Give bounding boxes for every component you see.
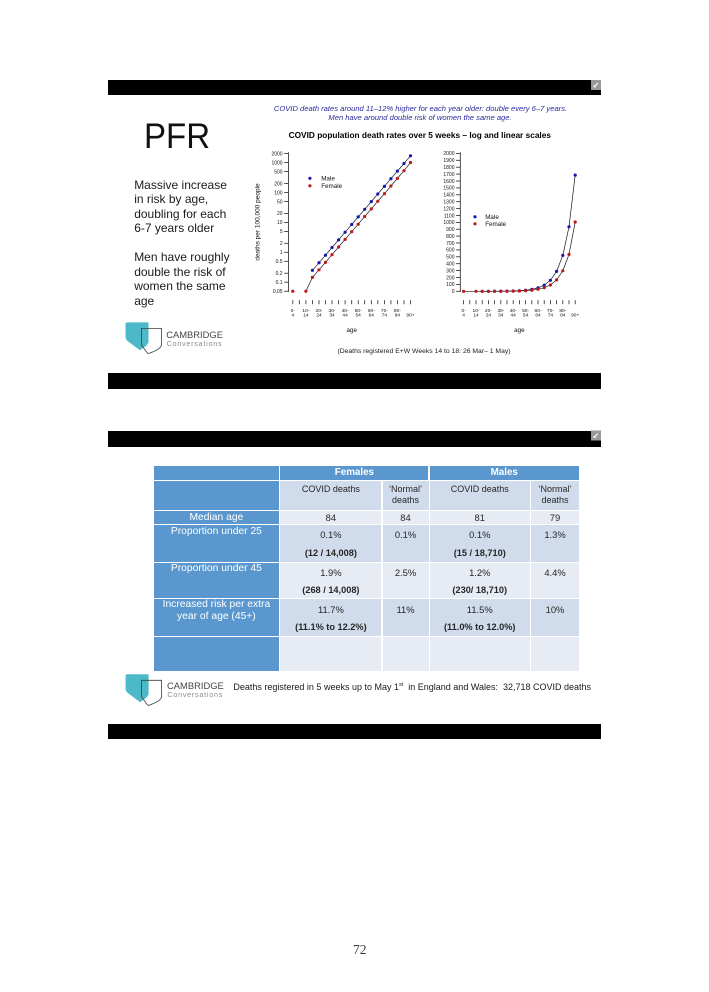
svg-text:100: 100 [274,190,283,196]
svg-text:60-: 60- [368,308,375,314]
svg-text:30-: 30- [329,308,336,314]
svg-text:24: 24 [486,313,492,319]
svg-text:400: 400 [446,262,455,268]
svg-text:1500: 1500 [443,186,454,192]
svg-text:100: 100 [446,282,455,288]
svg-text:2000: 2000 [271,151,282,157]
svg-text:90+: 90+ [406,313,414,319]
svg-text:0-: 0- [291,308,296,314]
svg-text:24: 24 [316,313,322,319]
svg-text:20: 20 [277,211,283,217]
svg-text:14: 14 [303,313,309,319]
svg-text:14: 14 [473,313,479,319]
svg-text:60-: 60- [535,308,542,314]
svg-text:74: 74 [548,313,554,319]
svg-text:5: 5 [280,229,283,235]
svg-text:1600: 1600 [443,179,454,185]
svg-text:500: 500 [274,169,283,175]
svg-text:64: 64 [535,313,541,319]
svg-text:1200: 1200 [443,206,454,212]
svg-text:4: 4 [291,313,294,319]
svg-text:10-: 10- [302,308,309,314]
svg-text:1100: 1100 [444,213,455,219]
svg-text:34: 34 [329,313,335,319]
svg-text:age: age [514,327,525,334]
svg-text:70-: 70- [381,308,388,314]
svg-text:20-: 20- [316,308,323,314]
svg-text:0: 0 [452,289,455,295]
svg-text:50: 50 [277,199,283,205]
svg-text:10-: 10- [473,308,480,314]
svg-text:50-: 50- [522,308,529,314]
svg-text:50-: 50- [355,308,362,314]
svg-text:34: 34 [498,313,504,319]
svg-text:Male: Male [485,214,499,221]
svg-text:90+: 90+ [571,313,579,319]
svg-text:74: 74 [382,313,388,319]
svg-text:200: 200 [274,181,283,187]
svg-text:4: 4 [462,313,465,319]
svg-text:500: 500 [446,255,455,261]
svg-text:80-: 80- [559,308,566,314]
svg-text:40-: 40- [342,308,349,314]
svg-text:20-: 20- [485,308,492,314]
svg-text:1900: 1900 [443,158,454,164]
svg-text:Male: Male [321,176,335,183]
svg-text:54: 54 [523,313,529,319]
svg-text:700: 700 [446,241,455,247]
svg-text:1700: 1700 [443,172,454,178]
svg-text:44: 44 [342,313,348,319]
svg-text:0.5: 0.5 [276,259,283,265]
svg-text:age: age [346,327,357,334]
svg-text:1000: 1000 [443,220,454,226]
svg-text:1400: 1400 [443,193,454,199]
svg-text:1300: 1300 [443,200,454,206]
svg-text:1000: 1000 [271,160,282,166]
svg-text:0.2: 0.2 [276,271,283,277]
svg-text:300: 300 [446,268,455,274]
svg-text:Female: Female [485,221,506,228]
svg-text:deaths per 100,000 people: deaths per 100,000 people [255,183,262,261]
svg-text:900: 900 [446,227,455,233]
svg-text:Female: Female [321,183,342,190]
svg-text:84: 84 [395,313,401,319]
svg-text:0-: 0- [461,308,466,314]
svg-text:40-: 40- [510,308,517,314]
svg-text:54: 54 [356,313,362,319]
svg-text:10: 10 [277,220,283,226]
svg-text:84: 84 [560,313,566,319]
svg-text:80-: 80- [394,308,401,314]
svg-text:70-: 70- [547,308,554,314]
svg-text:200: 200 [446,275,455,281]
svg-text:600: 600 [446,248,455,254]
svg-text:1800: 1800 [443,165,454,171]
svg-text:0.1: 0.1 [276,280,283,286]
svg-text:1: 1 [280,250,283,256]
svg-text:64: 64 [369,313,375,319]
svg-text:44: 44 [511,313,517,319]
svg-text:2: 2 [280,241,283,247]
svg-text:30-: 30- [497,308,504,314]
svg-text:0.05: 0.05 [273,289,283,295]
svg-text:2000: 2000 [443,151,454,157]
svg-text:800: 800 [446,234,455,240]
